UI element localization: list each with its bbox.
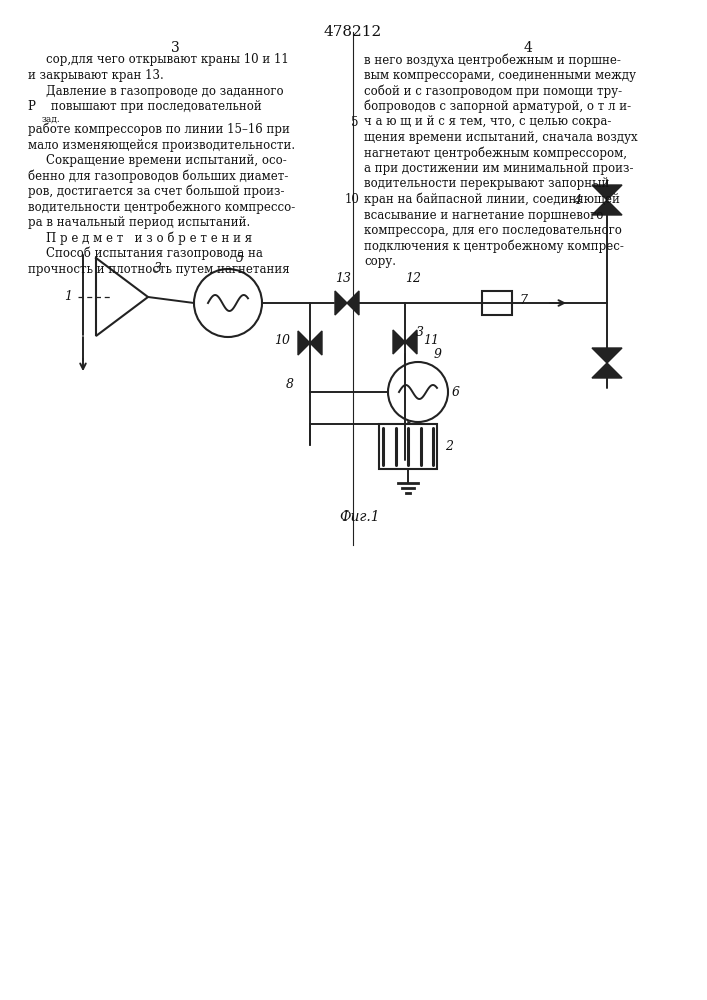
Text: ра в начальный период испытаний.: ра в начальный период испытаний. bbox=[28, 216, 250, 229]
Text: бенно для газопроводов больших диамет-: бенно для газопроводов больших диамет- bbox=[28, 169, 288, 183]
Text: компрессора, для его последовательного: компрессора, для его последовательного bbox=[364, 224, 622, 237]
Text: всасывание и нагнетание поршневого: всасывание и нагнетание поршневого bbox=[364, 209, 603, 222]
Text: 6: 6 bbox=[452, 385, 460, 398]
Text: нагнетают центробежным компрессором,: нагнетают центробежным компрессором, bbox=[364, 146, 627, 160]
Text: и закрывают кран 13.: и закрывают кран 13. bbox=[28, 69, 164, 82]
Text: подключения к центробежному компрес-: подключения к центробежному компрес- bbox=[364, 239, 624, 253]
Text: а при достижении им минимальной произ-: а при достижении им минимальной произ- bbox=[364, 162, 633, 175]
Bar bbox=[482, 291, 512, 315]
Text: сору.: сору. bbox=[364, 255, 396, 268]
Text: 10: 10 bbox=[344, 193, 359, 206]
Text: ч а ю щ и й с я тем, что, с целью сокра-: ч а ю щ и й с я тем, что, с целью сокра- bbox=[364, 115, 612, 128]
Text: работе компрессоров по линии 15–16 при: работе компрессоров по линии 15–16 при bbox=[28, 123, 290, 136]
Text: 8: 8 bbox=[286, 378, 294, 391]
Text: 13: 13 bbox=[335, 272, 351, 286]
Text: 11: 11 bbox=[423, 334, 439, 347]
Text: водительности перекрывают запорный: водительности перекрывают запорный bbox=[364, 178, 609, 190]
Text: 10: 10 bbox=[274, 334, 290, 348]
Polygon shape bbox=[592, 348, 622, 363]
Text: 5: 5 bbox=[236, 252, 244, 265]
Polygon shape bbox=[405, 330, 417, 354]
Text: 1: 1 bbox=[64, 290, 72, 304]
Polygon shape bbox=[335, 291, 347, 315]
Text: прочность и плотность путем нагнетания: прочность и плотность путем нагнетания bbox=[28, 263, 290, 276]
Text: Фuг.1: Фuг.1 bbox=[339, 510, 380, 524]
Polygon shape bbox=[393, 330, 405, 354]
Text: 5: 5 bbox=[351, 115, 359, 128]
Text: собой и с газопроводом при помощи тру-: собой и с газопроводом при помощи тру- bbox=[364, 84, 622, 98]
Text: 4: 4 bbox=[524, 41, 532, 55]
Text: вым компрессорами, соединенными между: вым компрессорами, соединенными между bbox=[364, 69, 636, 82]
Text: 12: 12 bbox=[405, 271, 421, 284]
Text: Сокращение времени испытаний, осо-: Сокращение времени испытаний, осо- bbox=[46, 154, 287, 167]
Text: мало изменяющейся производительности.: мало изменяющейся производительности. bbox=[28, 139, 295, 152]
Polygon shape bbox=[592, 185, 622, 200]
Text: щения времени испытаний, сначала воздух: щения времени испытаний, сначала воздух bbox=[364, 131, 638, 144]
Polygon shape bbox=[310, 331, 322, 355]
Bar bbox=[379, 424, 437, 469]
Text: 4: 4 bbox=[573, 194, 581, 207]
Text: Давление в газопроводе до заданного: Давление в газопроводе до заданного bbox=[46, 85, 284, 98]
Polygon shape bbox=[592, 200, 622, 215]
Text: 9: 9 bbox=[434, 348, 442, 360]
Text: кран на байпасной линии, соединяющей: кран на байпасной линии, соединяющей bbox=[364, 193, 620, 206]
Text: 3: 3 bbox=[170, 41, 180, 55]
Polygon shape bbox=[592, 363, 622, 378]
Text: в него воздуха центробежным и поршне-: в него воздуха центробежным и поршне- bbox=[364, 53, 621, 67]
Polygon shape bbox=[347, 291, 359, 315]
Text: ров, достигается за счет большой произ-: ров, достигается за счет большой произ- bbox=[28, 185, 284, 198]
Text: бопроводов с запорной арматурой, о т л и-: бопроводов с запорной арматурой, о т л и… bbox=[364, 100, 631, 113]
Text: 478212: 478212 bbox=[324, 25, 382, 39]
Text: 2: 2 bbox=[445, 440, 453, 454]
Text: водительности центробежного компрессо-: водительности центробежного компрессо- bbox=[28, 200, 296, 214]
Text: 3: 3 bbox=[154, 262, 162, 275]
Text: 7: 7 bbox=[519, 294, 527, 306]
Text: Способ испытания газопровода на: Способ испытания газопровода на bbox=[46, 247, 263, 260]
Text: зад.: зад. bbox=[42, 114, 61, 123]
Text: 3: 3 bbox=[416, 326, 424, 340]
Text: Р    повышают при последовательной: Р повышают при последовательной bbox=[28, 100, 262, 113]
Text: сор,для чего открывают краны 10 и 11: сор,для чего открывают краны 10 и 11 bbox=[46, 53, 288, 66]
Text: П р е д м е т   и з о б р е т е н и я: П р е д м е т и з о б р е т е н и я bbox=[46, 232, 252, 245]
Polygon shape bbox=[298, 331, 310, 355]
